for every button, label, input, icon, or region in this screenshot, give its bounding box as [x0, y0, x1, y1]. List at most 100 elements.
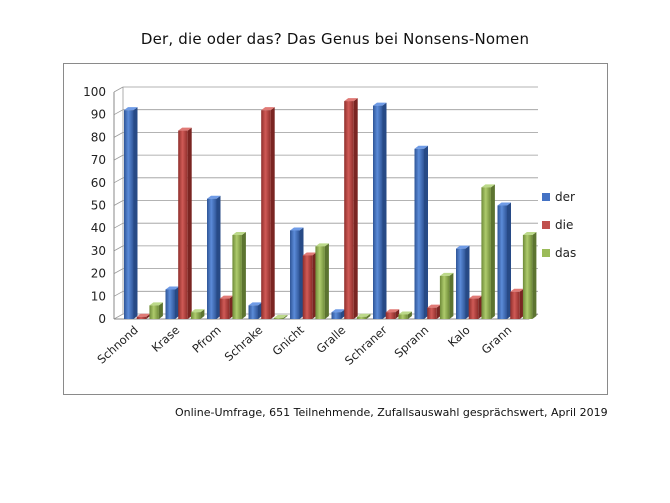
- bar-das: [149, 305, 159, 319]
- bar-das: [190, 312, 201, 319]
- bar-top: [331, 309, 345, 313]
- y-tick-label: 10: [91, 289, 106, 303]
- bar-das: [439, 275, 450, 319]
- y-tick-label: 50: [91, 199, 106, 213]
- bar-der: [331, 312, 341, 319]
- bar-top: [497, 202, 511, 206]
- gridline-diag: [113, 177, 124, 184]
- bar-side: [283, 314, 288, 319]
- bar-side: [229, 295, 234, 319]
- gridline-diag: [113, 222, 124, 229]
- bar-die: [219, 298, 230, 319]
- chart-area: 0 10 20 30 40 50 60 70 80 90 100 Schnond Krase Pfrom S…: [63, 63, 608, 395]
- bar-side: [382, 102, 387, 319]
- bar-side: [465, 245, 470, 319]
- bar-top: [302, 252, 317, 256]
- bar-der: [456, 248, 466, 319]
- bar-die: [261, 110, 271, 319]
- bar-side: [241, 232, 246, 319]
- x-tick-label: Kalo: [445, 323, 473, 350]
- bar-side: [490, 184, 495, 319]
- bar-der: [124, 110, 134, 319]
- bar-side: [158, 302, 163, 319]
- bar-top: [344, 98, 358, 102]
- bar-side: [519, 288, 524, 319]
- x-tick-label: Sprann: [391, 323, 431, 361]
- bar-side: [270, 107, 275, 319]
- bar-der: [373, 105, 383, 319]
- bar-top: [136, 313, 151, 317]
- bar-side: [133, 107, 138, 319]
- bar-side: [449, 272, 454, 319]
- bar-top: [219, 295, 234, 299]
- bar-top: [149, 302, 163, 306]
- gridline-diag: [113, 109, 124, 116]
- x-tick-label: Pfrom: [189, 323, 223, 356]
- bar-das: [356, 316, 367, 319]
- bar-top: [385, 309, 400, 313]
- bar-top: [356, 313, 371, 317]
- y-tick-label: 30: [91, 244, 106, 258]
- bar-side: [407, 311, 412, 319]
- bar-side: [424, 145, 428, 319]
- bar-das: [481, 187, 491, 319]
- y-tick-label: 20: [91, 267, 106, 281]
- bar-der: [497, 205, 507, 319]
- bar-das: [522, 235, 533, 319]
- bar-das: [232, 235, 242, 319]
- legend-label-das: das: [555, 246, 576, 260]
- bar-side: [216, 195, 221, 319]
- x-tick-label: Grann: [479, 323, 515, 357]
- bar-top: [261, 107, 275, 111]
- bar-der: [290, 230, 300, 319]
- bar-top: [165, 286, 179, 290]
- footnote: Online-Umfrage, 651 Teilnehmende, Zufall…: [175, 406, 608, 419]
- x-tick-label: Schnond: [94, 323, 140, 367]
- bar-das: [398, 314, 408, 319]
- bar-die: [468, 298, 479, 319]
- bar-der: [248, 305, 258, 319]
- x-tick-label: Gralle: [314, 323, 349, 356]
- bar-die: [344, 101, 354, 319]
- bar-side: [436, 304, 441, 319]
- bar-side: [299, 227, 304, 319]
- bar-top: [481, 184, 495, 188]
- bar-die: [136, 316, 147, 319]
- bar-top: [178, 127, 192, 131]
- bar-das: [315, 246, 325, 319]
- bar-top: [207, 195, 221, 199]
- bar-side: [532, 232, 537, 319]
- x-tick-label: Gnicht: [270, 322, 308, 358]
- bar-top: [190, 309, 205, 313]
- gridline-diag: [113, 313, 124, 320]
- y-tick-label: 100: [83, 85, 106, 99]
- bar-die: [385, 312, 396, 319]
- bar-side: [200, 309, 205, 319]
- y-tick-label: 60: [91, 176, 106, 190]
- bar-der: [414, 148, 424, 319]
- bar-side: [258, 302, 262, 319]
- bar-top: [232, 232, 246, 236]
- legend-swatch-die: [542, 221, 550, 229]
- bar-top: [414, 145, 428, 149]
- bar-side: [324, 243, 329, 319]
- bar-der: [207, 198, 217, 319]
- bar-die: [178, 130, 188, 319]
- bar-die: [302, 255, 313, 319]
- bar-top: [468, 295, 483, 299]
- bar-top: [439, 272, 454, 276]
- bar-das: [273, 317, 284, 319]
- gridline-diag: [113, 200, 124, 206]
- bar-side: [187, 127, 192, 319]
- bar-top: [510, 288, 524, 292]
- bar-side: [312, 252, 317, 319]
- legend-swatch-der: [542, 193, 550, 201]
- bar-top: [522, 232, 537, 236]
- legend-label-der: der: [555, 190, 575, 204]
- bar-top: [456, 245, 470, 249]
- chart-title: Der, die oder das? Das Genus bei Nonsens…: [140, 30, 530, 48]
- gridline-diag: [113, 290, 124, 297]
- bar-side: [366, 313, 371, 319]
- bar-top: [315, 243, 329, 247]
